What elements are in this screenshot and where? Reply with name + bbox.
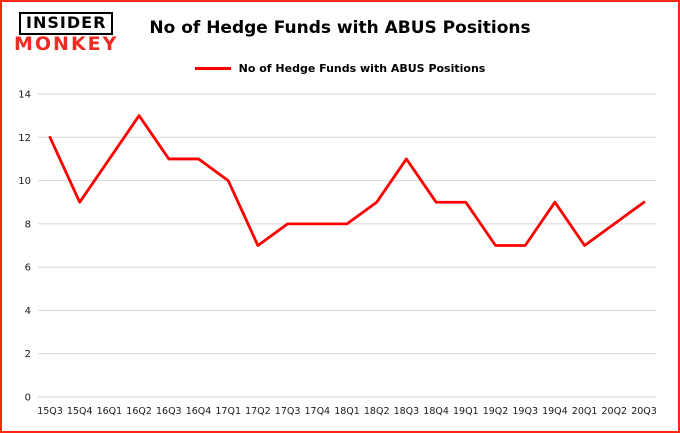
y-axis-tick-label: 14 xyxy=(18,90,31,101)
x-axis-tick-label: 15Q4 xyxy=(67,406,93,417)
logo-monkey: MONKEY xyxy=(14,32,119,55)
logo-insider: INSIDER xyxy=(19,12,114,35)
x-axis-tick-label: 17Q3 xyxy=(275,406,301,417)
x-axis-tick-label: 19Q4 xyxy=(542,406,568,417)
x-axis-tick-label: 19Q1 xyxy=(453,406,479,417)
x-axis-tick-label: 16Q4 xyxy=(186,406,212,417)
x-axis-tick-label: 16Q1 xyxy=(97,406,123,417)
y-axis-tick-label: 12 xyxy=(18,133,31,144)
x-axis-tick-label: 18Q3 xyxy=(394,406,420,417)
y-axis-tick-label: 0 xyxy=(25,393,31,404)
x-axis-tick-label: 18Q1 xyxy=(334,406,360,417)
x-axis-tick-label: 15Q3 xyxy=(37,406,63,417)
x-axis-tick-label: 18Q2 xyxy=(364,406,390,417)
legend-label: No of Hedge Funds with ABUS Positions xyxy=(238,62,486,75)
insider-monkey-logo: INSIDER MONKEY xyxy=(14,12,118,55)
y-axis-tick-label: 2 xyxy=(25,349,31,360)
y-axis-tick-label: 4 xyxy=(25,306,31,317)
x-axis-tick-label: 17Q2 xyxy=(245,406,271,417)
x-axis-tick-label: 18Q4 xyxy=(423,406,449,417)
x-axis-tick-label: 19Q3 xyxy=(512,406,538,417)
x-axis-tick-label: 20Q2 xyxy=(601,406,627,417)
x-axis-tick-label: 17Q1 xyxy=(215,406,241,417)
x-axis-tick-label: 19Q2 xyxy=(483,406,509,417)
y-axis-tick-label: 8 xyxy=(25,219,31,230)
legend-line-swatch xyxy=(194,67,231,70)
chart-title: No of Hedge Funds with ABUS Positions xyxy=(149,18,531,38)
x-axis-tick-label: 20Q3 xyxy=(631,406,657,417)
line-chart: 0 2 4 6 8 10 12 14 15Q3 15Q4 16Q1 16Q2 16Q3 16Q4 17Q1 1… xyxy=(18,90,657,418)
chart-legend: No of Hedge Funds with ABUS Positions xyxy=(2,62,678,75)
x-axis-tick-label: 16Q3 xyxy=(156,406,182,417)
data-series-line xyxy=(48,114,646,247)
x-axis-tick-label: 16Q2 xyxy=(126,406,152,417)
x-axis-tick-label: 20Q1 xyxy=(572,406,598,417)
y-axis-tick-label: 10 xyxy=(18,176,31,187)
y-axis-tick-label: 6 xyxy=(25,263,31,274)
x-axis-tick-label: 17Q4 xyxy=(304,406,330,417)
